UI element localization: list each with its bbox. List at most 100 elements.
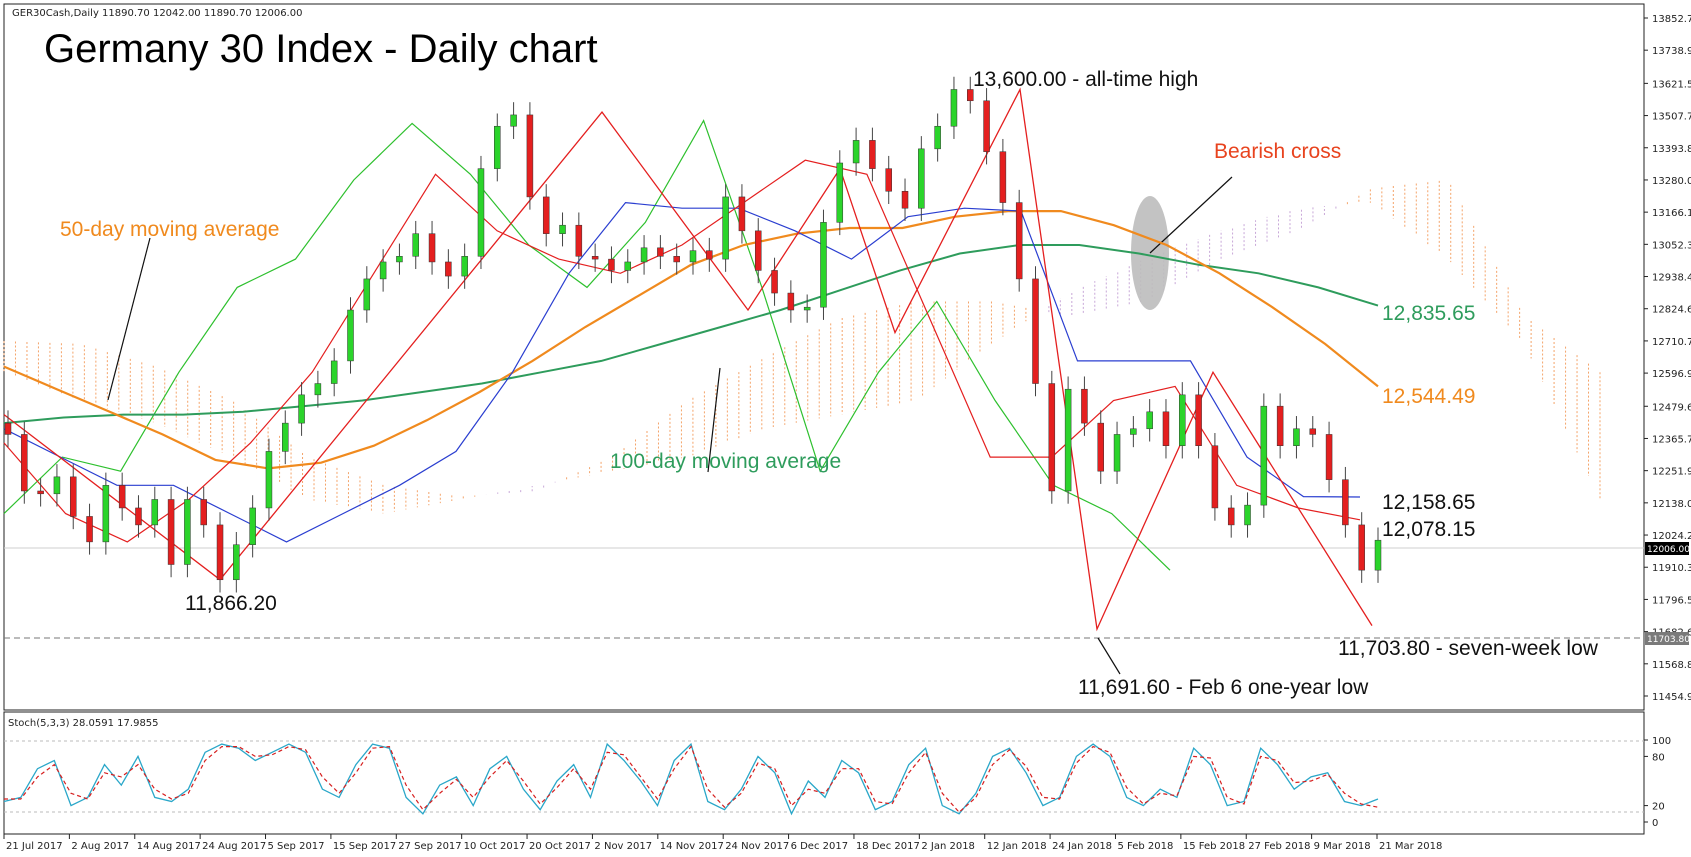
- candle-body: [1293, 428, 1300, 446]
- candle-body: [216, 524, 224, 581]
- candle-body: [1227, 507, 1235, 526]
- time-axis: 21 Jul 2017 2 Aug 2017 14 Aug 2017 24 Aug 2…: [3, 834, 1442, 852]
- candle-body: [1309, 428, 1317, 435]
- time-tick-label: 15 Sep 2017: [333, 841, 396, 852]
- candle-body: [689, 250, 697, 263]
- chart-title: Germany 30 Index - Daily chart: [44, 27, 598, 71]
- candle-body: [738, 196, 746, 232]
- time-tick-label: 6 Dec 2017: [791, 841, 849, 852]
- series-line-zigzag: [3, 87, 1373, 632]
- candle-body: [1048, 383, 1056, 492]
- time-tick-label: 9 Mar 2018: [1314, 841, 1371, 852]
- time-tick-label: 20 Oct 2017: [529, 841, 591, 852]
- time-tick-label: 10 Oct 2017: [464, 841, 526, 852]
- candle-body: [428, 233, 436, 263]
- price-tick-label: 13052.30: [1652, 240, 1691, 251]
- symbol-header: GER30Cash,Daily 11890.70 12042.00 11890.…: [12, 8, 302, 19]
- candle-body: [542, 196, 550, 234]
- ma100-label: 100-day moving average: [610, 450, 841, 473]
- main-panel-frame: [3, 3, 1645, 711]
- tenkan-value-label: 12,078.15: [1382, 518, 1475, 541]
- time-tick-label: 15 Feb 2018: [1183, 841, 1245, 852]
- bearish-cross-label: Bearish cross: [1214, 140, 1341, 163]
- candle-body: [657, 247, 664, 257]
- time-tick-label: 27 Sep 2017: [398, 841, 461, 852]
- ma100-pointer: [707, 367, 721, 473]
- price-tick-label: 12824.60: [1652, 305, 1691, 316]
- time-tick-label: 2 Aug 2017: [71, 841, 129, 852]
- time-tick-label: 12 Jan 2018: [987, 841, 1047, 852]
- stoch-tick-label: 0: [1652, 818, 1658, 829]
- candle-body: [53, 476, 61, 495]
- candle-body: [526, 114, 534, 198]
- candle-body: [249, 507, 256, 545]
- candle-body: [983, 100, 990, 152]
- candle-body: [37, 490, 44, 495]
- candle-body: [1211, 445, 1219, 509]
- price-tick-label: 12251.90: [1652, 467, 1691, 478]
- candle-body: [1097, 422, 1104, 472]
- candle-body: [820, 222, 827, 308]
- price-tick-label: 12024.20: [1652, 531, 1691, 542]
- series-line-100-day-moving-average: [3, 244, 1379, 425]
- price-tick-label: 13621.55: [1652, 79, 1691, 90]
- time-tick-label: 14 Nov 2017: [660, 841, 724, 852]
- stoch-header: Stoch(5,3,3) 28.0591 17.9855: [8, 718, 159, 729]
- candle-body: [591, 256, 599, 260]
- stoch-tick-label: 100: [1652, 736, 1671, 747]
- candle-body: [1032, 278, 1039, 384]
- candle-body: [461, 256, 468, 277]
- candle-body: [1276, 405, 1284, 446]
- price-tick-label: 12710.75: [1652, 337, 1691, 348]
- price-tick-label: 11910.35: [1652, 563, 1691, 574]
- candle-body: [298, 394, 305, 424]
- candle-body: [1146, 411, 1153, 430]
- time-tick-label: 18 Dec 2017: [856, 841, 920, 852]
- candle-body: [1130, 428, 1137, 435]
- candle-body: [69, 476, 77, 517]
- candle-body: [1195, 394, 1202, 446]
- time-tick-label: 24 Aug 2017: [202, 841, 266, 852]
- ma50-label: 50-day moving average: [60, 218, 279, 241]
- candle-body: [282, 422, 289, 452]
- price-tick-label: 13166.15: [1652, 208, 1691, 219]
- main-series: [3, 87, 1379, 632]
- price-tick-label: 13393.85: [1652, 144, 1691, 155]
- candle-body: [787, 292, 795, 311]
- time-tick-label: 5 Sep 2017: [268, 841, 325, 852]
- series-line-tenkan-sen: [3, 159, 1361, 543]
- candle-body: [722, 196, 729, 260]
- candle-body: [967, 89, 974, 102]
- stoch-panel-frame: [3, 711, 1645, 835]
- time-tick-label: 2 Jan 2018: [921, 841, 975, 852]
- candle-body: [575, 224, 583, 257]
- candle-body: [918, 148, 925, 209]
- price-tick-label: 12938.45: [1652, 273, 1691, 284]
- series-line-chikou-span: [3, 119, 1171, 571]
- price-tick-label: 13738.95: [1652, 46, 1691, 57]
- low-tag-label: 11703.80: [1647, 635, 1690, 645]
- candle-body: [1244, 504, 1251, 526]
- candle-body: [135, 507, 142, 526]
- candle-body: [608, 258, 615, 271]
- time-tick-label: 2 Nov 2017: [594, 841, 652, 852]
- candle-body: [1374, 539, 1382, 571]
- price-axis: 13852.75 13738.95 13621.55 13507.70 13393.85…: [1644, 14, 1691, 703]
- candle-body: [200, 499, 207, 526]
- ath-label: 13,600.00 - all-time high: [973, 68, 1198, 91]
- candle-body: [412, 233, 419, 257]
- candle-body: [396, 256, 403, 263]
- candle-body: [950, 89, 958, 127]
- bearish-cross-pointer: [1149, 176, 1233, 254]
- series-line-50-day-moving-average: [3, 210, 1379, 470]
- kijun-value-label: 12,158.65: [1382, 491, 1475, 514]
- candle-body: [706, 250, 713, 260]
- stoch-axis: 100 80 20 0: [1644, 736, 1671, 829]
- candle-body: [1342, 479, 1349, 526]
- candle-body: [1260, 405, 1268, 506]
- candle-body: [673, 256, 680, 263]
- candle-body: [754, 230, 762, 271]
- low-pointer: [1097, 637, 1121, 675]
- stoch-series: [3, 742, 1379, 816]
